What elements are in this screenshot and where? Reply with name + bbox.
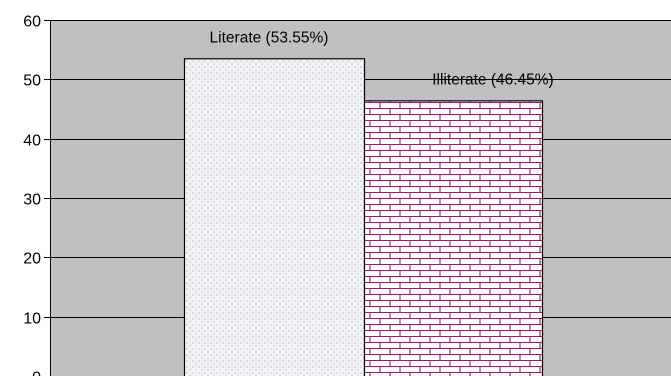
y-tick-label: 0 (32, 370, 41, 376)
y-axis-ticks: 0 10 20 30 40 50 60 (23, 14, 50, 376)
y-tick-label: 10 (23, 311, 41, 328)
bar-literate (183, 58, 366, 376)
y-tick-label: 60 (23, 14, 41, 31)
data-label-illiterate: Illiterate (46.45%) (432, 71, 553, 88)
y-tick-label: 40 (23, 133, 41, 150)
y-tick-label: 30 (23, 192, 41, 209)
y-tick-label: 20 (23, 251, 41, 268)
y-tick-label: 50 (23, 73, 41, 90)
data-labels: Literate (53.55%) Illiterate (46.45%) (210, 29, 554, 88)
bars (183, 58, 544, 376)
data-label-literate: Literate (53.55%) (210, 29, 329, 46)
bar-illiterate (363, 100, 544, 376)
